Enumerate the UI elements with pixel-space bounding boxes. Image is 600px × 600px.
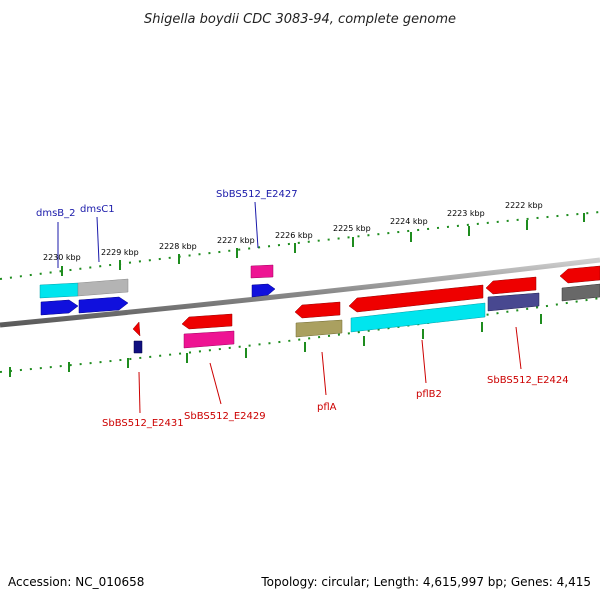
tick-label: 2227 kbp — [217, 236, 255, 245]
gene-label-sbbs512-e2431[interactable]: SbBS512_E2431 — [102, 418, 184, 429]
feature-blue-arrow[interactable] — [251, 283, 276, 298]
leader-line — [515, 326, 522, 370]
tick-label: 2224 kbp — [390, 217, 428, 226]
tick-label: 2223 kbp — [447, 209, 485, 218]
feature-pink[interactable] — [250, 264, 274, 279]
gene-label-pflb2[interactable]: pflB2 — [416, 389, 442, 400]
feature-blue-arrow[interactable] — [78, 296, 129, 314]
accession-text: Accession: NC_010658 — [8, 575, 144, 589]
feature-grey[interactable] — [77, 278, 129, 297]
leader-line — [96, 216, 100, 263]
feature-cyan[interactable] — [39, 282, 79, 299]
inner-ruler-dots — [0, 297, 600, 373]
reverse-features — [132, 276, 540, 354]
feature-olive[interactable] — [295, 319, 343, 338]
gene-label-sbbs512-e2429[interactable]: SbBS512_E2429 — [184, 411, 266, 422]
feature-red-arrow[interactable] — [294, 301, 341, 319]
outer-ruler: 2230 kbp 2229 kbp 2228 kbp 2227 kbp 2226… — [0, 201, 600, 280]
feature-red-arrow[interactable] — [181, 313, 233, 330]
feature-red-arrow[interactable] — [132, 321, 141, 337]
feature-red-arrow[interactable] — [559, 265, 600, 284]
reverse-labels: SbBS512_E2431 SbBS512_E2429 pflA pflB2 S… — [102, 326, 569, 429]
gene-label-dmsc1[interactable]: dmsC1 — [80, 204, 115, 215]
leader-line — [254, 201, 259, 249]
feature-blue-arrow[interactable] — [40, 299, 79, 316]
tick-label: 2225 kbp — [333, 224, 371, 233]
gene-label-pfla[interactable]: pflA — [317, 402, 337, 413]
feature-red-arrow[interactable] — [485, 276, 537, 295]
tick-label: 2222 kbp — [505, 201, 543, 210]
feature-pink[interactable] — [183, 330, 235, 349]
tick-label: 2229 kbp — [101, 248, 139, 257]
genome-backbone — [0, 257, 600, 328]
leader-line — [421, 339, 427, 384]
feature-red-arrow[interactable] — [348, 284, 484, 313]
feature-dark[interactable] — [561, 283, 600, 302]
tick-label: 2230 kbp — [43, 253, 81, 262]
map-title: Shigella boydii CDC 3083-94, complete ge… — [144, 12, 456, 27]
leader-line — [321, 351, 327, 396]
gene-label-dmsb2[interactable]: dmsB_2 — [36, 208, 76, 219]
genome-summary-text: Topology: circular; Length: 4,615,997 bp… — [260, 575, 591, 589]
inner-ruler — [0, 297, 600, 377]
leader-line — [138, 371, 141, 414]
gene-label-sbbs512-e2424[interactable]: SbBS512_E2424 — [487, 375, 569, 386]
tick-label: 2226 kbp — [275, 231, 313, 240]
feature-cyan[interactable] — [350, 302, 486, 333]
forward-features — [39, 264, 600, 316]
feature-slate[interactable] — [487, 292, 540, 312]
leader-line — [209, 362, 222, 405]
gene-label-sbbs512-e2427[interactable]: SbBS512_E2427 — [216, 189, 298, 200]
forward-labels: dmsB_2 dmsC1 SbBS512_E2427 — [36, 189, 298, 268]
tick-label: 2228 kbp — [159, 242, 197, 251]
feature-navy[interactable] — [133, 340, 143, 354]
